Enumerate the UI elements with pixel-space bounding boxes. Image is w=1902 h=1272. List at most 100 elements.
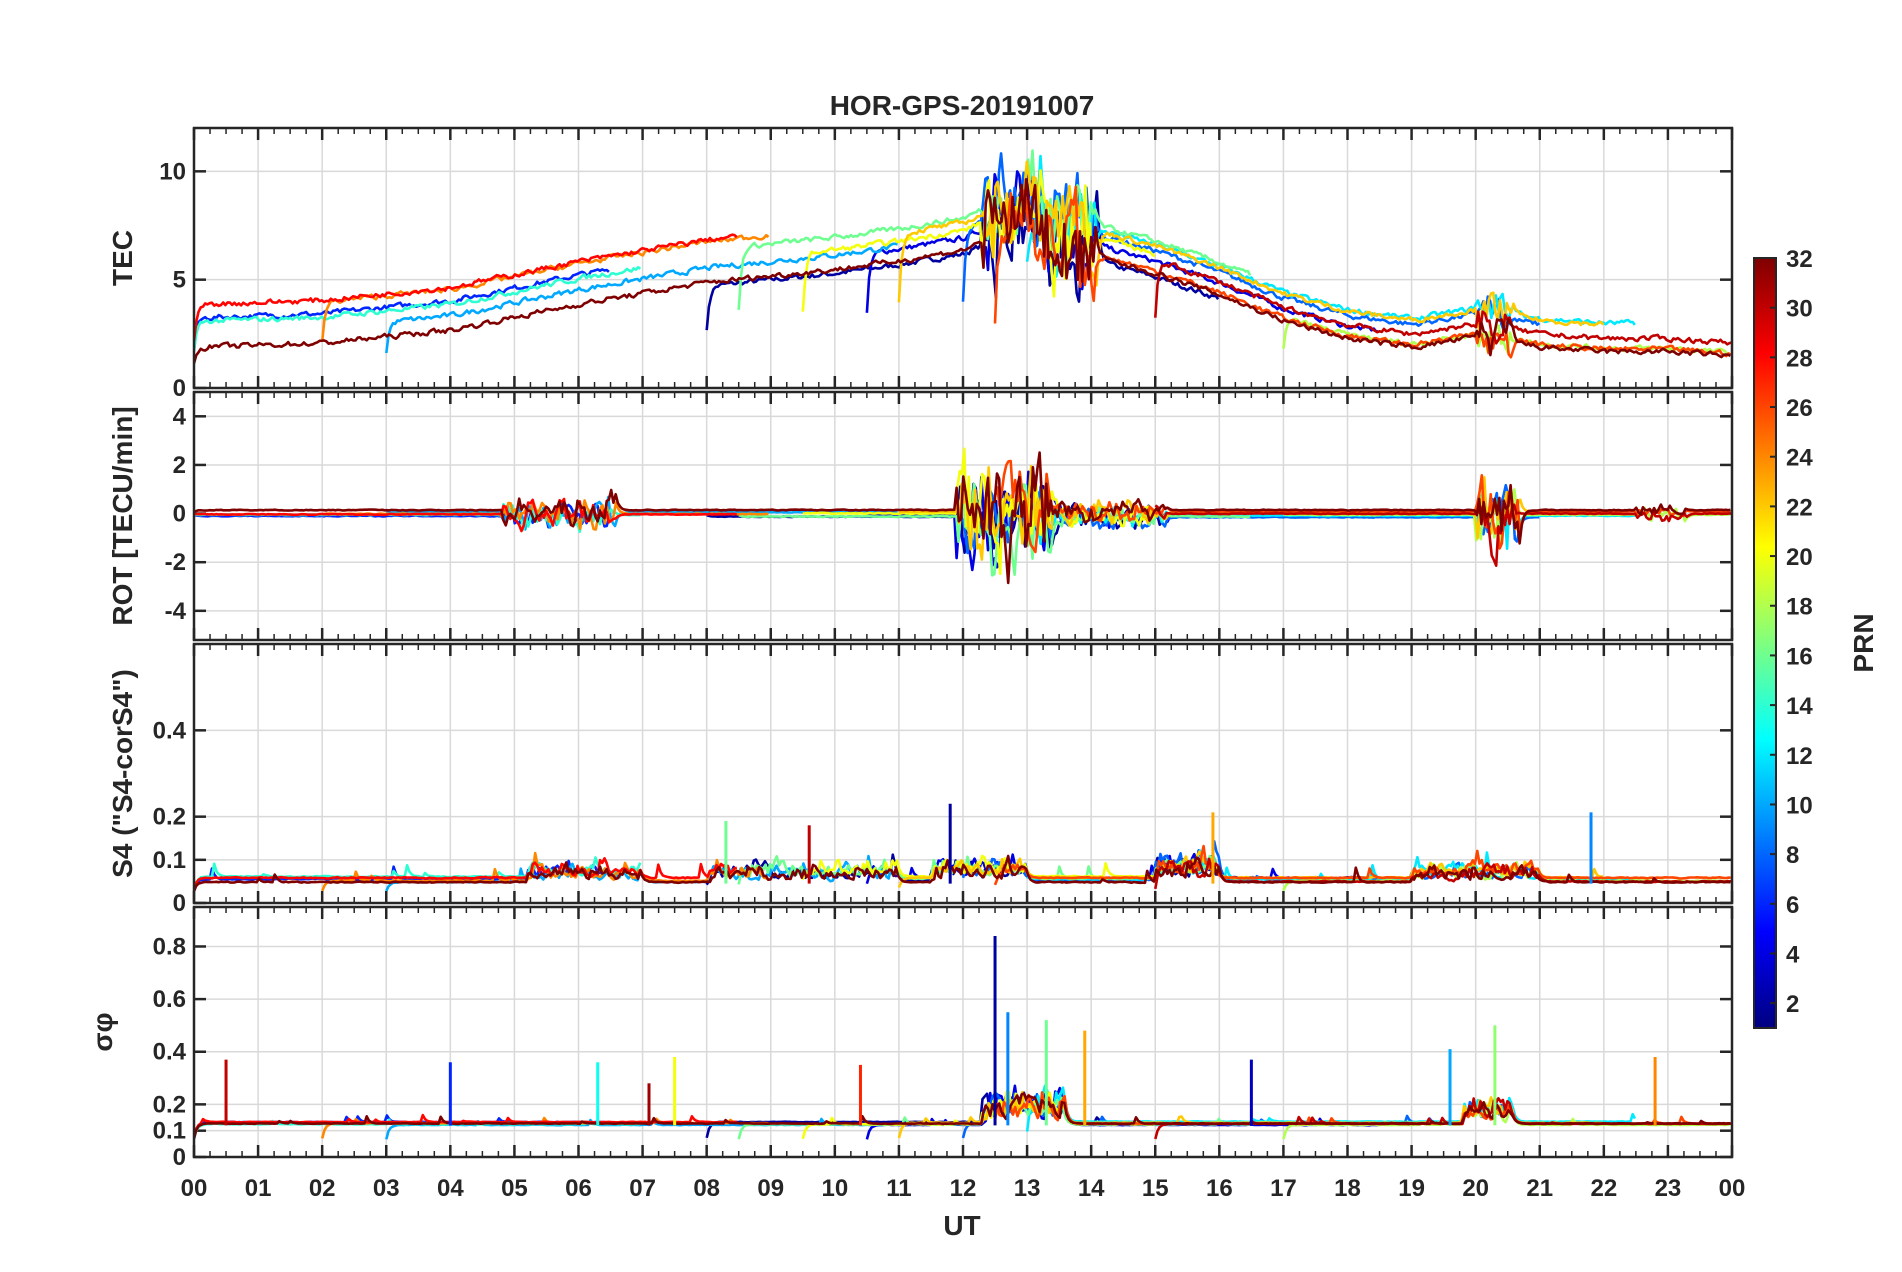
x-tick-label: 14 — [1078, 1175, 1105, 1202]
y-tick-label: 10 — [159, 158, 186, 185]
colorbar-tick-label: 8 — [1786, 842, 1799, 869]
y-tick-label: 0.1 — [153, 847, 186, 874]
x-tick-label: 01 — [245, 1175, 272, 1202]
panel-sigphi: 00.10.2 0.4 0.6 0.8 σφ — [87, 905, 1734, 1171]
x-tick-label: 08 — [693, 1175, 720, 1202]
colorbar-tick-label: 18 — [1786, 594, 1813, 621]
x-tick-label: 18 — [1334, 1175, 1361, 1202]
y-tick-label: 0.2 — [153, 1091, 186, 1118]
series-group — [194, 935, 1732, 1140]
x-tick-label: 23 — [1655, 1175, 1682, 1202]
panel-frame — [192, 390, 1734, 642]
x-tick-label: 06 — [565, 1175, 592, 1202]
series-line-prn-22 — [897, 160, 1605, 336]
series-line-prn-16 — [737, 854, 1251, 885]
y-tick-label: 2 — [173, 452, 186, 479]
panel-frame — [192, 642, 1734, 905]
colorbar-tick-label: 30 — [1786, 296, 1813, 323]
y-axis-label: σφ — [87, 1012, 118, 1051]
x-tick-label: 09 — [757, 1175, 784, 1202]
colorbar-tick-label: 4 — [1786, 941, 1800, 968]
x-tick-label: 04 — [437, 1175, 464, 1202]
series-line-prn-28 — [194, 497, 738, 533]
x-tick-label: 11 — [886, 1175, 911, 1202]
y-tick-label: 0.8 — [153, 933, 186, 960]
y-tick-label: -4 — [165, 598, 187, 625]
panel-frame — [192, 126, 1734, 390]
colorbar-tick-label: 6 — [1786, 892, 1799, 919]
x-axis-label: UT — [943, 1210, 980, 1241]
x-tick-label: 12 — [950, 1175, 977, 1202]
y-tick-label: 0.6 — [153, 986, 186, 1013]
series-line-prn-28 — [194, 233, 738, 342]
x-tick-label: 21 — [1526, 1175, 1553, 1202]
panel-tec: 0 5 10 TEC — [107, 126, 1734, 402]
y-tick-label: 0.2 — [153, 804, 186, 831]
colorbar-label: PRN — [1848, 613, 1879, 672]
series-line-prn-10 — [385, 242, 898, 354]
y-tick-label: 0.1 — [153, 1118, 186, 1145]
x-tick-label: 02 — [309, 1175, 336, 1202]
y-axis-label: ROT [TECU/min] — [107, 406, 138, 625]
panel-frame — [192, 905, 1734, 1159]
x-tick-label: 16 — [1206, 1175, 1233, 1202]
series-line-prn-14 — [194, 265, 642, 352]
x-tick-label: 03 — [373, 1175, 400, 1202]
x-tick-label: 05 — [501, 1175, 528, 1202]
series-group — [194, 447, 1732, 585]
x-tick-label: 15 — [1142, 1175, 1169, 1202]
colorbar-tick-label: 32 — [1786, 246, 1813, 273]
y-tick-label: 0.4 — [153, 1039, 187, 1066]
colorbar-tick-label: 20 — [1786, 544, 1813, 571]
series-line-prn-8 — [961, 152, 1541, 331]
colorbar-tick-label: 10 — [1786, 792, 1813, 819]
colorbar-fill — [1754, 258, 1776, 1028]
series-line-prn-32 — [194, 178, 1731, 364]
series-line-prn-30 — [1154, 262, 1732, 346]
series-line-prn-26 — [993, 844, 1731, 886]
y-tick-label: -2 — [165, 549, 186, 576]
x-tick-label: 20 — [1462, 1175, 1489, 1202]
chart-title: HOR-GPS-20191007 — [830, 90, 1095, 121]
x-tick-label: 22 — [1590, 1175, 1617, 1202]
colorbar-tick-label: 22 — [1786, 494, 1813, 521]
x-tick-label: 07 — [629, 1175, 656, 1202]
series-line-prn-6 — [194, 268, 610, 350]
series-line-prn-32 — [194, 854, 1731, 892]
series-line-prn-4 — [865, 170, 1379, 333]
colorbar-frame — [1753, 257, 1777, 1029]
y-axis-label: S4 ("S4-corS4") — [107, 669, 138, 878]
panel-rot: -4 -2 0 2 4 ROT [TECU/min] — [107, 390, 1734, 642]
y-tick-label: 0 — [173, 890, 186, 917]
series-line-prn-30 — [1154, 503, 1732, 567]
panel-s4: 0 0.1 0.2 0.4 S4 ("S4-corS4") — [107, 642, 1734, 917]
x-tick-label: 13 — [1014, 1175, 1041, 1202]
y-tick-label: 0 — [173, 501, 186, 528]
y-tick-label: 0 — [173, 1144, 186, 1171]
x-tick-labels: 00 01 02 03 04 05 06 07 08 09 10 11 12 13 14 15 16 17 18 19… — [181, 1175, 1746, 1202]
y-axis-label: TEC — [107, 230, 138, 286]
series-line-prn-32 — [194, 451, 1731, 585]
series-line-prn-2 — [705, 190, 1220, 331]
colorbar-tick-label: 2 — [1786, 991, 1799, 1018]
x-tick-label: 00 — [1719, 1175, 1746, 1202]
y-tick-label: 5 — [173, 267, 186, 294]
x-tick-label: 10 — [821, 1175, 848, 1202]
series-group — [194, 149, 1732, 364]
x-tick-label: 19 — [1398, 1175, 1425, 1202]
colorbar-tick-label: 14 — [1786, 693, 1813, 720]
x-tick-label: 17 — [1270, 1175, 1297, 1202]
y-tick-label: 4 — [173, 403, 187, 430]
series-line-prn-28 — [194, 857, 738, 890]
colorbar-tick-label: 26 — [1786, 395, 1813, 422]
series-group — [194, 803, 1732, 892]
colorbar-tick-label: 24 — [1786, 445, 1813, 472]
y-tick-label: 0.4 — [153, 717, 187, 744]
colorbar-tick-label: 12 — [1786, 743, 1813, 770]
y-tick-label: 0 — [173, 375, 186, 402]
colorbar-tick-label: 16 — [1786, 643, 1813, 670]
x-tick-label: 00 — [181, 1175, 208, 1202]
